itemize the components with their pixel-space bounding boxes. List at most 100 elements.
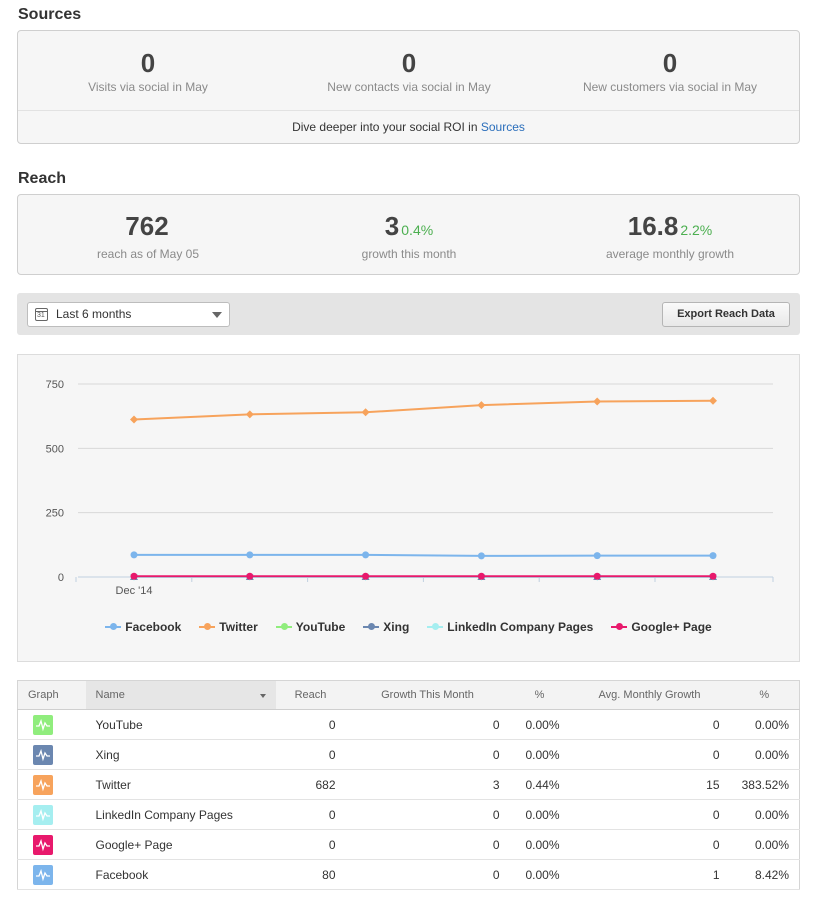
data-point: [709, 572, 717, 580]
stat-value: 0: [401, 48, 417, 78]
sources-footer-text: Dive deeper into your social ROI in: [292, 120, 481, 134]
legend-marker: [110, 623, 118, 630]
col-graph[interactable]: Graph: [17, 680, 86, 710]
legend-item[interactable]: Facebook: [105, 618, 181, 636]
y-tick-label: 250: [46, 508, 64, 520]
row-reach: 0: [275, 799, 346, 830]
data-point: [362, 551, 370, 559]
y-tick-label: 500: [46, 443, 64, 455]
row-reach: 682: [275, 769, 346, 800]
row-avg-growth: 15: [569, 769, 730, 800]
table-row[interactable]: Facebook 80 0 0.00% 1 8.42%: [17, 859, 800, 890]
legend-item[interactable]: LinkedIn Company Pages: [427, 618, 593, 636]
graph-toggle-icon[interactable]: [33, 774, 53, 795]
col-name[interactable]: Name: [85, 680, 276, 710]
graph-toggle-icon[interactable]: [33, 864, 53, 885]
stat-new-customers: 0 New customers via social in May: [540, 48, 800, 94]
data-point: [362, 572, 370, 580]
col-growth[interactable]: Growth This Month: [345, 680, 510, 710]
legend-label: LinkedIn Company Pages: [447, 620, 594, 634]
chevron-down-icon: [212, 312, 222, 318]
y-tick-label: 750: [46, 379, 64, 391]
col-reach[interactable]: Reach: [275, 680, 346, 710]
stat-new-contacts: 0 New contacts via social in May: [279, 48, 539, 94]
row-graph: [17, 799, 86, 830]
table-row[interactable]: YouTube 0 0 0.00% 0 0.00%: [17, 709, 800, 740]
row-growth: 0: [345, 859, 510, 890]
legend-label: Twitter: [219, 620, 258, 634]
row-avg-pct: 383.52%: [729, 769, 800, 800]
row-growth-pct: 0.00%: [509, 859, 570, 890]
reach-toolbar: 31 Last 6 months Export Reach Data: [17, 293, 800, 335]
date-range-select[interactable]: 31 Last 6 months: [27, 302, 230, 327]
table-row[interactable]: LinkedIn Company Pages 0 0 0.00% 0 0.00%: [17, 799, 800, 830]
row-avg-growth: 0: [569, 799, 730, 830]
row-graph: [17, 769, 86, 800]
data-point: [130, 415, 138, 424]
y-tick-label: 0: [58, 572, 64, 584]
graph-toggle-icon[interactable]: [33, 744, 53, 765]
stat-pct: 2.2%: [680, 222, 713, 238]
row-avg-pct: 8.42%: [729, 859, 800, 890]
row-growth-pct: 0.00%: [509, 739, 570, 770]
stat-label: Visits via social in May: [88, 80, 208, 94]
stat-number: 3: [384, 211, 400, 241]
stat-value: 0: [140, 48, 156, 78]
row-reach: 0: [275, 709, 346, 740]
row-reach: 0: [275, 829, 346, 860]
data-point: [361, 408, 370, 417]
reach-chart: 0 250 500 750 Dec '14 Facebook Twitter YouTube…: [17, 354, 800, 662]
series-line: [134, 553, 713, 557]
sources-link[interactable]: Sources: [480, 120, 525, 134]
row-reach: 0: [275, 739, 346, 770]
row-growth-pct: 0.00%: [509, 799, 570, 830]
data-point: [130, 572, 138, 580]
row-avg-pct: 0.00%: [729, 799, 800, 830]
legend-marker: [432, 623, 440, 630]
row-reach: 80: [275, 859, 346, 890]
stat-reach: 762 reach as of May 05: [18, 211, 278, 261]
row-avg-growth: 0: [569, 739, 730, 770]
data-point: [477, 572, 485, 580]
legend-item[interactable]: Xing: [363, 618, 409, 636]
row-graph: [17, 859, 86, 890]
legend-item[interactable]: YouTube: [275, 618, 346, 636]
stat-value: 16.8 2.2%: [540, 211, 800, 245]
row-avg-pct: 0.00%: [729, 709, 800, 740]
row-graph: [17, 829, 86, 860]
graph-toggle-icon[interactable]: [33, 714, 53, 735]
col-growth-pct[interactable]: %: [509, 680, 570, 710]
export-reach-button[interactable]: Export Reach Data: [662, 302, 790, 327]
stat-value: 0: [662, 48, 678, 78]
sources-title: Sources: [18, 6, 82, 23]
stat-growth-month: 3 0.4% growth this month: [279, 211, 539, 261]
stat-label: reach as of May 05: [96, 247, 200, 261]
col-avg-growth[interactable]: Avg. Monthly Growth: [569, 680, 730, 710]
sources-footer: Dive deeper into your social ROI in Sour…: [18, 110, 799, 144]
stat-label: New customers via social in May: [582, 80, 758, 94]
legend-marker: [280, 623, 288, 630]
stat-value: 762: [18, 211, 278, 245]
x-tick-label: Dec '14: [116, 585, 153, 597]
stat-avg-growth: 16.8 2.2% average monthly growth: [540, 211, 800, 261]
graph-toggle-icon[interactable]: [33, 834, 53, 855]
stat-label: average monthly growth: [605, 247, 735, 261]
table-row[interactable]: Google+ Page 0 0 0.00% 0 0.00%: [17, 829, 800, 860]
row-name: Facebook: [85, 859, 276, 890]
stat-number: 762: [125, 211, 169, 241]
series-line: [133, 399, 714, 421]
legend-item[interactable]: Google+ Page: [611, 618, 712, 636]
legend-label: YouTube: [295, 620, 346, 634]
graph-toggle-icon[interactable]: [33, 804, 53, 825]
row-avg-growth: 0: [569, 709, 730, 740]
data-point: [245, 410, 254, 419]
row-growth: 0: [345, 829, 510, 860]
legend-item[interactable]: Twitter: [199, 618, 258, 636]
data-point: [593, 397, 602, 406]
data-point: [130, 551, 138, 559]
legend-label: Facebook: [125, 620, 182, 634]
row-name: Xing: [85, 739, 276, 770]
table-row[interactable]: Xing 0 0 0.00% 0 0.00%: [17, 739, 800, 770]
table-row[interactable]: Twitter 682 3 0.44% 15 383.52%: [17, 769, 800, 800]
col-avg-pct[interactable]: %: [729, 680, 800, 710]
